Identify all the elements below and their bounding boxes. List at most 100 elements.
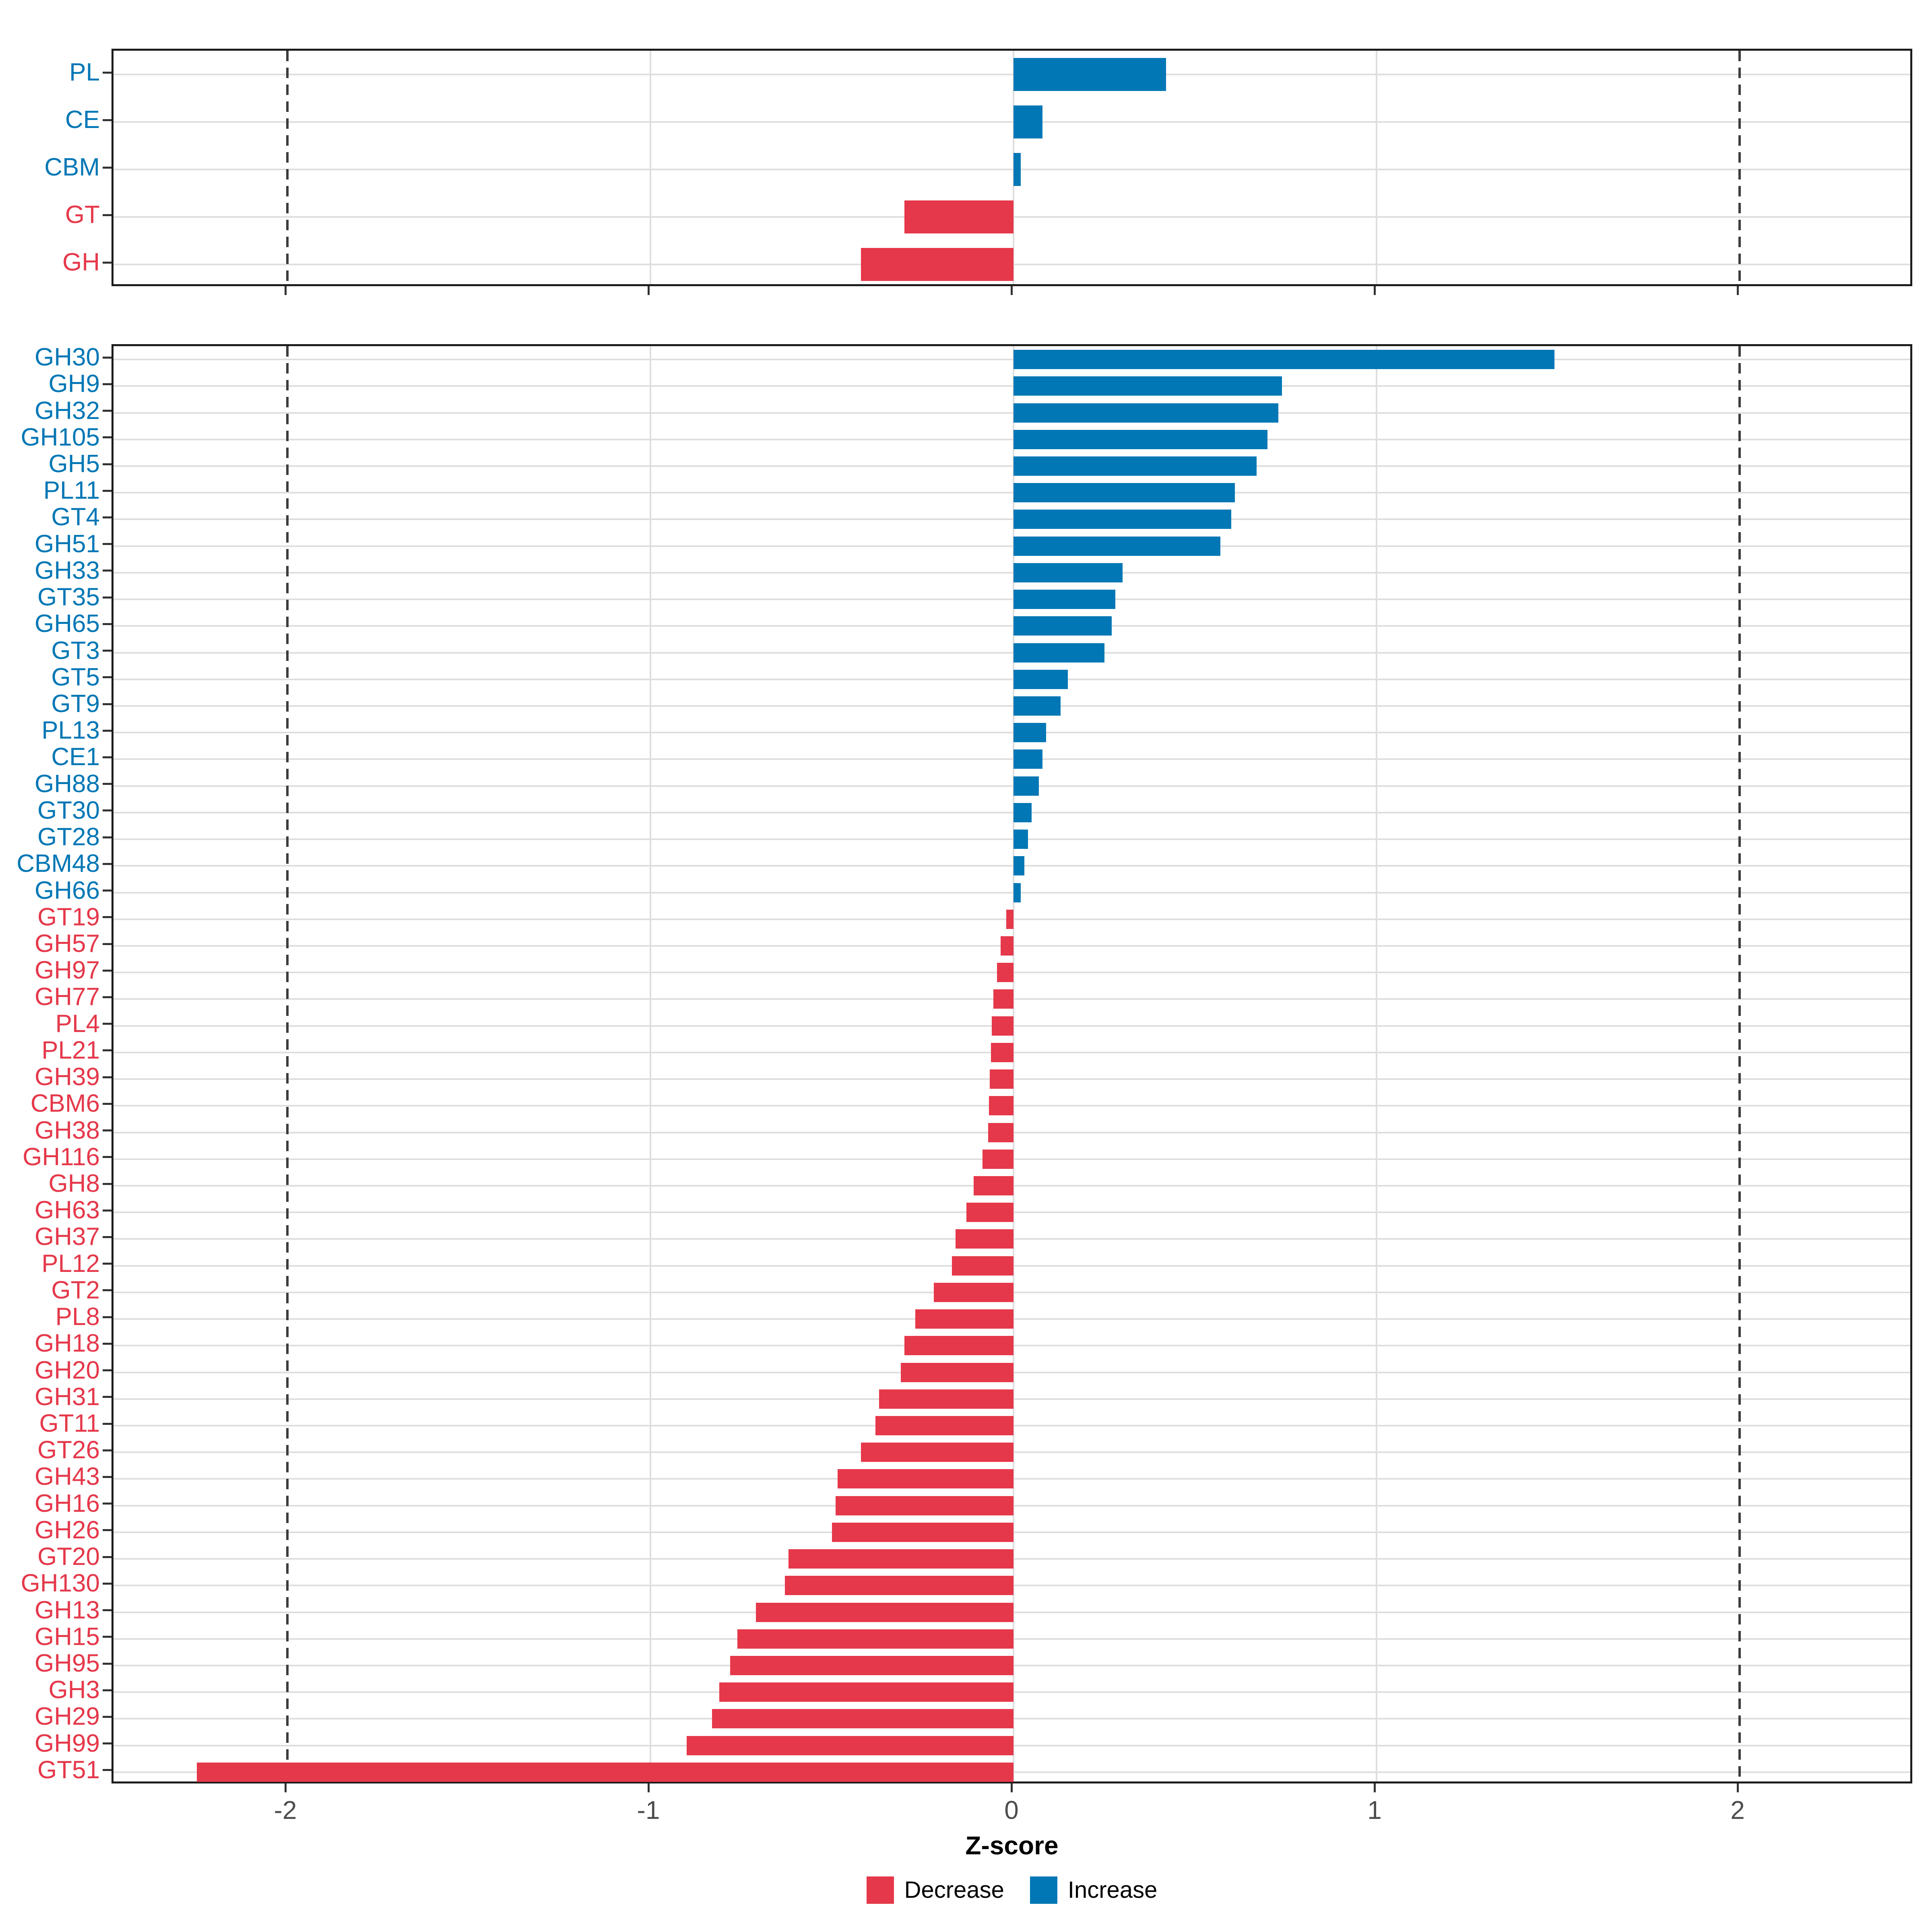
y-axis-tick [103, 863, 111, 865]
category-label-GH9: GH9 [48, 370, 100, 398]
category-label-CBM: CBM [44, 153, 100, 181]
bar-GT30 [1013, 803, 1032, 822]
bar-PL21 [991, 1042, 1013, 1062]
y-axis-tick [103, 1449, 111, 1451]
y-axis-tick [103, 596, 111, 599]
bar-GH77 [993, 989, 1013, 1009]
category-label-PL12: PL12 [41, 1249, 100, 1278]
y-axis-tick [103, 1476, 111, 1478]
category-label-GT11: GT11 [39, 1410, 100, 1437]
y-axis-tick [103, 1183, 111, 1185]
bar-GT20 [788, 1549, 1013, 1569]
y-axis-tick [103, 383, 111, 385]
category-label-GT3: GT3 [51, 636, 100, 665]
bar-GH13 [755, 1602, 1013, 1622]
y-axis-tick [103, 836, 111, 838]
y-axis-tick [103, 516, 111, 518]
x-axis-tick [284, 286, 287, 295]
gridline-horizontal [114, 678, 1910, 680]
y-axis-tick [103, 1396, 111, 1398]
x-axis-tick [1736, 1783, 1739, 1792]
bar-PL11 [1013, 483, 1235, 503]
gridline-horizontal [114, 785, 1910, 787]
x-axis-tick-label: 1 [1367, 1796, 1382, 1825]
category-label-GH5: GH5 [48, 450, 100, 478]
bar-GH95 [730, 1656, 1013, 1675]
category-label-GH39: GH39 [35, 1063, 100, 1091]
category-label-GH18: GH18 [35, 1329, 100, 1358]
category-label-CE1: CE1 [51, 743, 100, 771]
dashed-guide-line [1738, 51, 1741, 284]
bar-GT35 [1013, 590, 1115, 609]
category-label-GT35: GT35 [37, 583, 100, 611]
legend-swatch-increase [1030, 1876, 1057, 1904]
dashed-guide-line [286, 346, 289, 1781]
y-axis-tick [103, 489, 111, 492]
bar-GH9 [1013, 376, 1282, 396]
x-axis-tick-label: 2 [1730, 1796, 1745, 1825]
panel-top [111, 49, 1912, 286]
category-label-GT20: GT20 [37, 1543, 100, 1571]
gridline-horizontal [114, 705, 1910, 707]
bar-GH8 [973, 1176, 1013, 1195]
bar-GT28 [1013, 830, 1028, 849]
category-label-GH43: GH43 [35, 1463, 100, 1491]
category-label-GH38: GH38 [35, 1116, 100, 1144]
gridline-horizontal [114, 811, 1910, 813]
bar-GH33 [1013, 563, 1123, 582]
category-label-GH77: GH77 [35, 983, 100, 1011]
bar-GH43 [837, 1469, 1013, 1489]
bar-GH99 [687, 1736, 1013, 1755]
bar-GT [904, 200, 1013, 233]
bar-GT26 [861, 1443, 1013, 1462]
y-axis-tick [103, 1102, 111, 1105]
category-label-GT51: GT51 [37, 1756, 100, 1784]
y-axis-tick [103, 783, 111, 785]
bar-CBM48 [1013, 856, 1025, 876]
gridline-vertical [1013, 346, 1014, 1781]
y-axis-tick [103, 1715, 111, 1718]
bar-PL12 [952, 1256, 1013, 1276]
y-axis-tick [103, 1129, 111, 1132]
gridline-horizontal [114, 169, 1910, 170]
y-axis-tick [103, 1769, 111, 1771]
legend-label-decrease: Decrease [904, 1877, 1004, 1903]
category-label-GH95: GH95 [35, 1649, 100, 1677]
category-label-GH97: GH97 [35, 956, 100, 985]
gridline-horizontal [114, 865, 1910, 867]
category-label-GH26: GH26 [35, 1516, 100, 1544]
bar-GH30 [1013, 350, 1554, 369]
y-axis-tick [103, 676, 111, 679]
x-axis-tick [647, 286, 650, 295]
y-axis-tick [103, 996, 111, 998]
bar-GH37 [955, 1229, 1013, 1249]
y-axis-tick [103, 410, 111, 412]
gridline-horizontal [114, 625, 1910, 627]
y-axis-tick [103, 916, 111, 919]
gridline-horizontal [114, 518, 1910, 520]
y-axis-tick [103, 729, 111, 732]
bar-GH29 [712, 1709, 1013, 1729]
y-axis-tick [103, 1503, 111, 1505]
bar-GH16 [836, 1496, 1013, 1515]
y-axis-tick [103, 650, 111, 652]
category-label-GH116: GH116 [23, 1143, 100, 1171]
bar-GH88 [1013, 776, 1039, 796]
gridline-horizontal [114, 572, 1910, 574]
bar-GH18 [904, 1336, 1013, 1356]
gridline-vertical [1376, 346, 1377, 1781]
category-label-GH105: GH105 [21, 423, 100, 451]
y-axis-tick [103, 1369, 111, 1372]
y-axis-tick [103, 1422, 111, 1425]
gridline-horizontal [114, 359, 1910, 361]
x-axis-tick [1736, 286, 1739, 295]
x-axis-tick [1010, 286, 1013, 295]
category-label-GH8: GH8 [48, 1170, 100, 1197]
category-label-GH33: GH33 [35, 556, 100, 584]
category-label-CBM6: CBM6 [30, 1090, 100, 1118]
category-label-GH88: GH88 [35, 770, 100, 798]
y-axis-tick [103, 1236, 111, 1238]
category-label-GH66: GH66 [35, 876, 100, 904]
bar-CE1 [1013, 749, 1043, 769]
